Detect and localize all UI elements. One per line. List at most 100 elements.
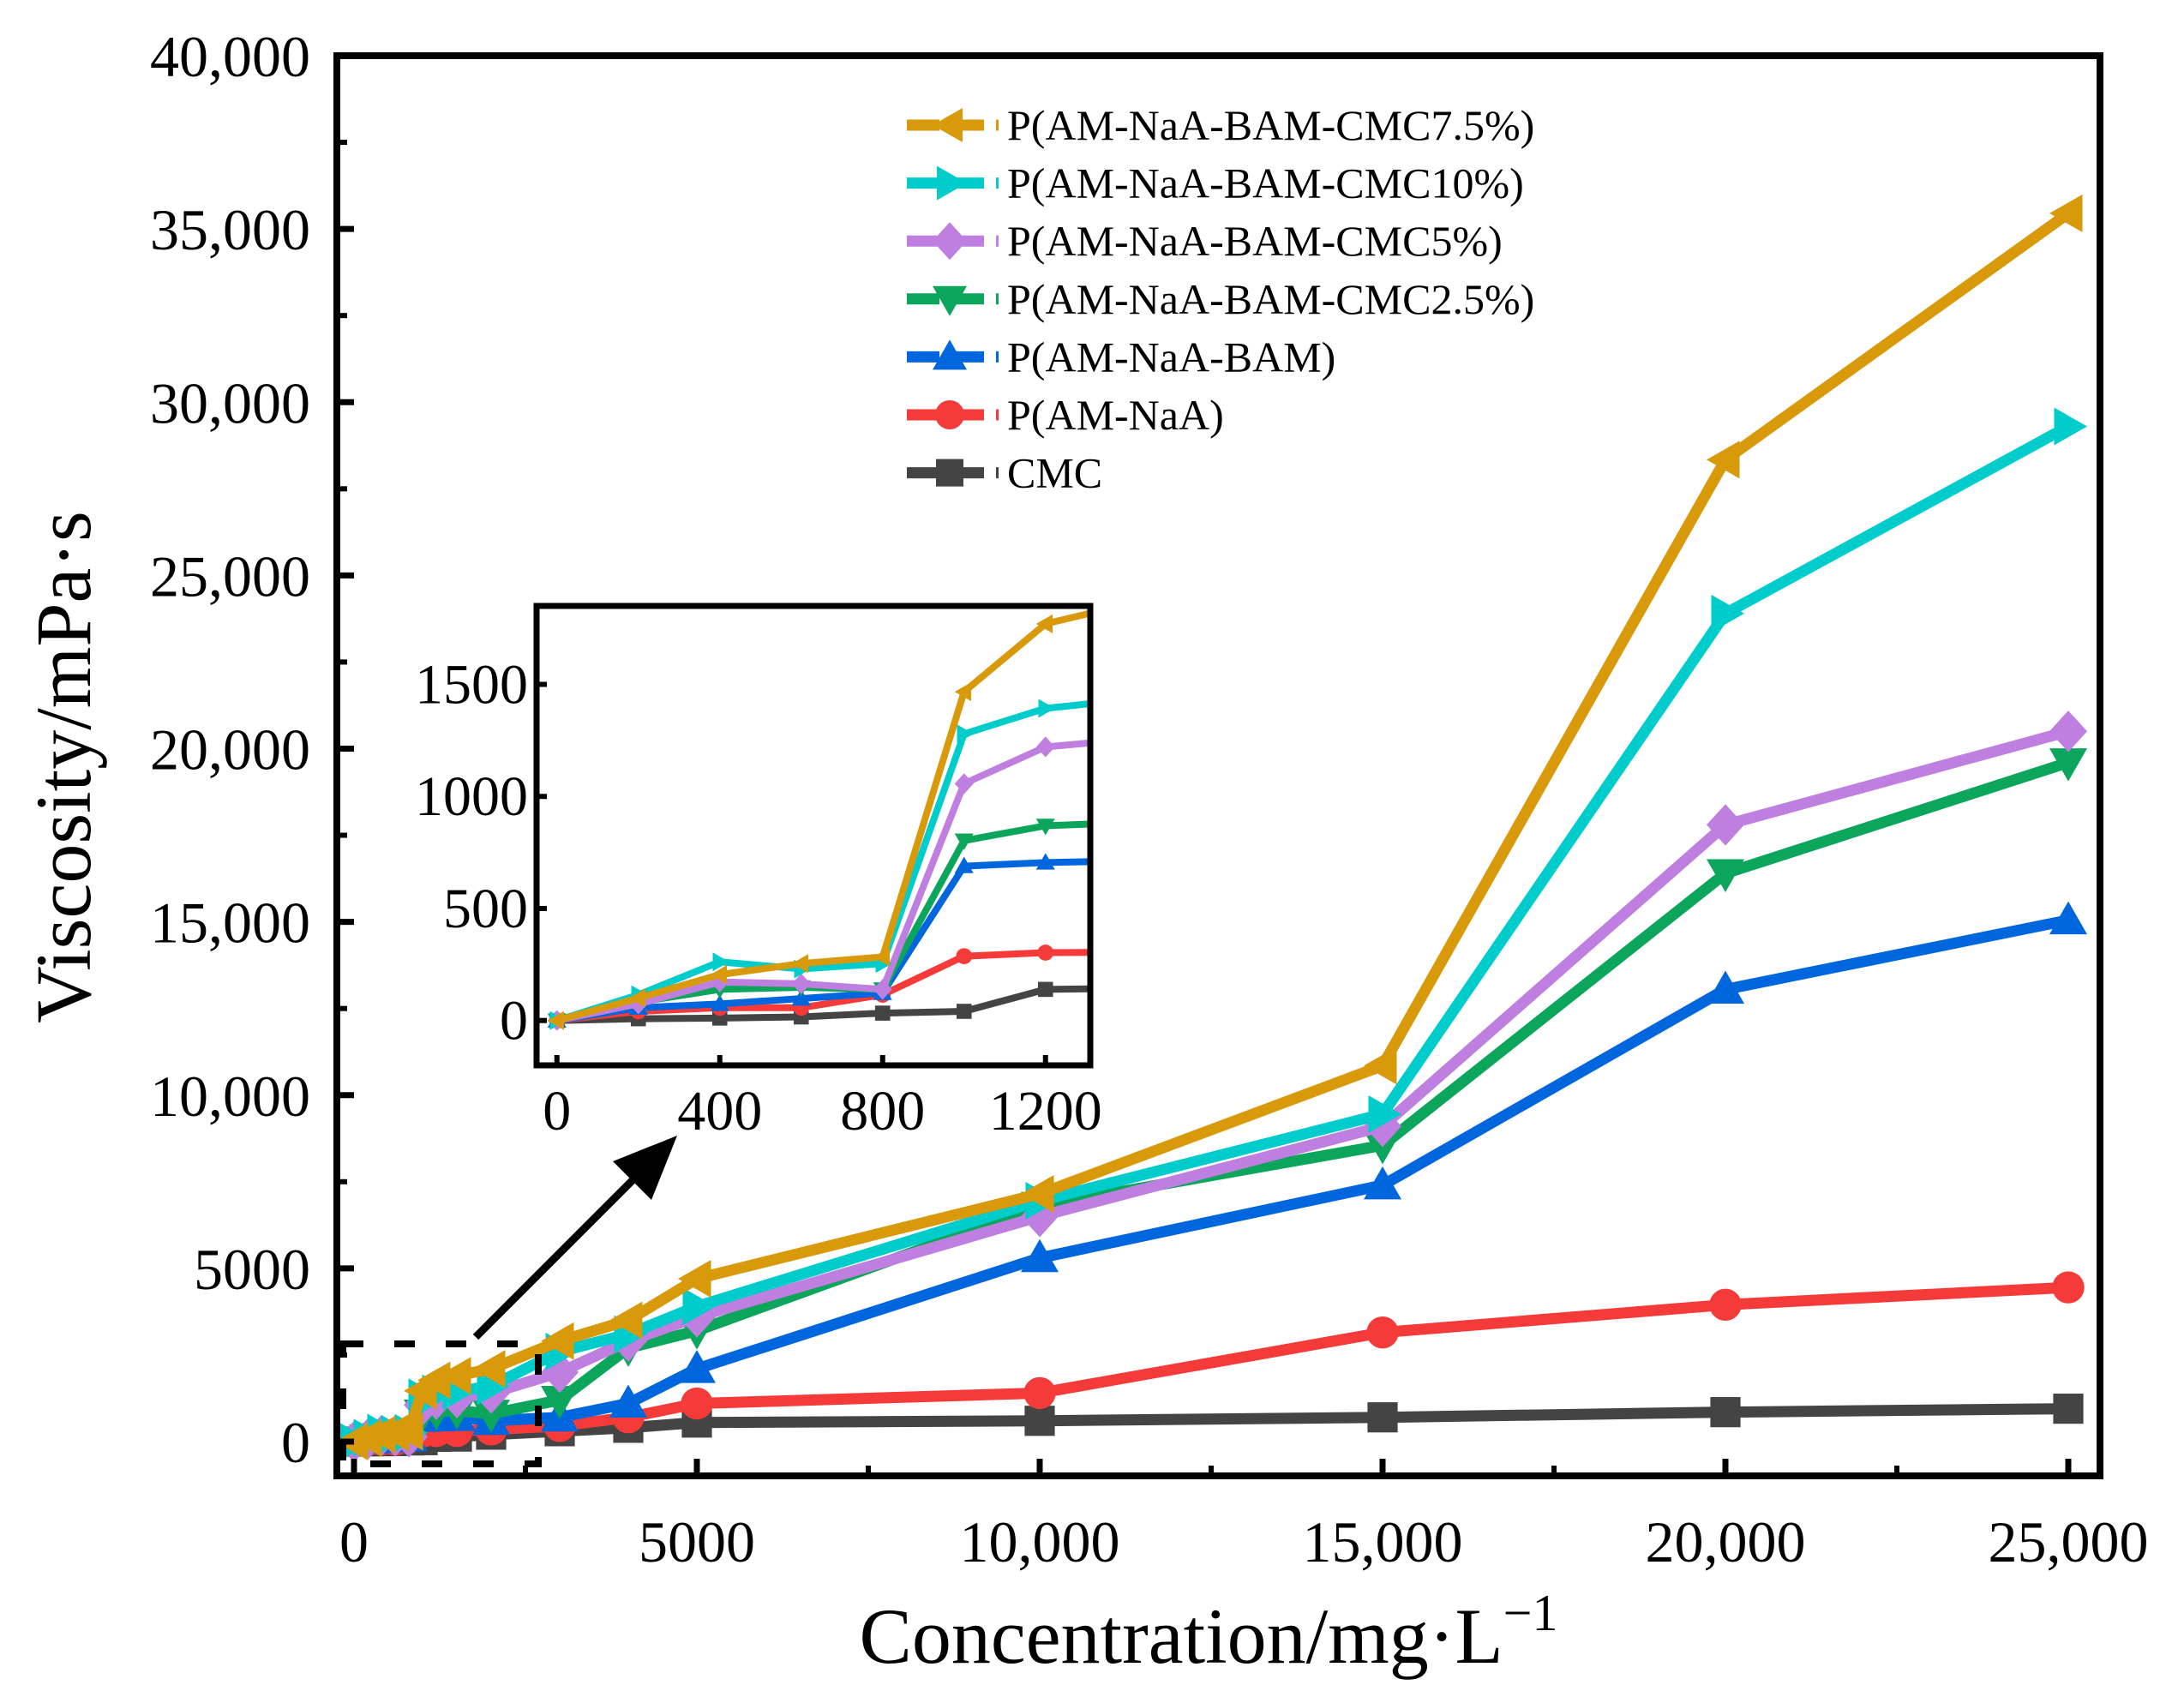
legend-marker [933,108,963,142]
data-point [477,1367,510,1406]
data-point [1711,594,1744,633]
data-point [2049,748,2087,782]
data-point [1709,1288,1742,1322]
inset-data-point [954,682,971,702]
x-tick-label: 5000 [639,1509,755,1574]
inset-data-point [1160,980,1175,996]
inset-data-point [873,979,892,1000]
zoom-region-box [339,1340,542,1467]
inset-data-point [1038,699,1055,718]
inset-data-point [1037,981,1053,998]
legend-marker [933,222,967,261]
inset-data-point [874,1005,891,1021]
legend-label: CMC [1007,449,1102,497]
legend-label: P(AM-NaA-BAM-CMC2.5%) [1007,275,1534,323]
legend-item: CMC [907,449,1102,497]
data-point [363,1415,396,1454]
inset-data-point [791,973,811,994]
main-plot-series [335,194,2087,1463]
inset-series-line [555,609,1090,1024]
legend-label: P(AM-NaA) [1007,391,1224,439]
series-line [353,1403,2069,1448]
inset-data-point [954,856,974,873]
data-point [1364,1166,1401,1200]
data-point [1023,1376,1056,1410]
data-point [541,1322,574,1360]
y-tick-label: 20,000 [150,717,310,783]
data-point [2049,194,2083,232]
inset-data-point [956,1004,972,1019]
inset-data-point [1161,687,1177,705]
x-tick-label: 10,000 [960,1509,1120,1574]
inset-data-point [956,948,973,965]
inset-series-line [556,858,1090,1024]
data-point [1364,1130,1401,1165]
legend-item: P(AM-NaA-BAM-CMC7.5%) [907,101,1534,149]
data-point [1710,1397,1741,1428]
y-tick-label: 15,000 [150,890,310,956]
y-tick-label: 5000 [194,1237,310,1302]
legend-item: P(AM-NaA-BAM-CMC5%) [907,217,1503,265]
y-tick-label: 30,000 [150,370,310,435]
zoom-arrow-head [613,1136,677,1200]
data-point [1707,441,1740,479]
data-point [2049,711,2087,753]
inset-data-point [791,989,811,1006]
inset-data-point [1158,851,1177,867]
legend-marker [933,339,967,370]
data-point [2052,1271,2085,1304]
data-point [1707,859,1744,893]
inset-series-line [556,985,1090,1024]
data-point [1707,970,1744,1004]
inset-data-point [628,988,645,1008]
data-point [609,1384,647,1418]
data-point [1021,1238,1059,1273]
inset-data-point [1158,585,1174,604]
inset-data-point [547,1010,564,1030]
data-point [541,1351,579,1394]
legend-item: P(AM-NaA-BAM-CMC2.5%) [907,275,1534,323]
inset-y-tick-label: 1000 [415,765,528,828]
data-point [1021,1174,1054,1213]
y-tick-label: 10,000 [150,1064,310,1129]
legend-label: P(AM-NaA-BAM-CMC7.5%) [1007,101,1534,149]
y-tick-label: 35,000 [150,197,310,262]
inset-data-point [1158,814,1177,831]
inset-data-point [712,952,729,972]
data-point [417,1361,451,1400]
inset-data-point [1160,944,1176,961]
inset-series-line [555,700,1090,1024]
inset-series-line [555,739,1090,1024]
legend-marker [936,459,963,487]
data-point [609,1301,643,1340]
y-tick-label: 0 [281,1410,310,1475]
y-tick-label: 25,000 [150,543,310,609]
y-tick-label: 40,000 [150,24,310,89]
data-point [2049,901,2087,935]
inset-data-point [1035,853,1055,870]
inset-data-point [954,773,974,795]
inset-data-point [710,965,727,985]
y-axis-title: Viscosity/mPa·s [20,511,107,1023]
data-point [1366,1316,1399,1349]
data-point [541,1385,579,1419]
data-point [1364,1046,1397,1085]
inset-frame [533,603,1094,1069]
inset-x-tick-label: 1200 [989,1080,1102,1142]
data-point [682,1287,716,1326]
x-tick-label: 25,000 [1989,1509,2149,1574]
x-tick-label: 15,000 [1303,1509,1463,1574]
legend-marker [935,400,964,429]
legend-label: P(AM-NaA-BAM-CMC10%) [1007,159,1524,207]
data-point [678,1350,716,1383]
inset-data-point [1158,726,1177,747]
inset-data-point [710,971,729,992]
inset-data-point [1035,736,1055,758]
inset-y-tick-label: 0 [500,990,528,1052]
data-point [472,1350,506,1388]
data-point [1021,1196,1059,1238]
inset-data-point [954,833,974,850]
legend: P(AM-NaA-BAM-CMC7.5%) P(AM-NaA-BAM-CMC10%… [907,101,1534,497]
legend-item: P(AM-NaA) [907,391,1224,439]
